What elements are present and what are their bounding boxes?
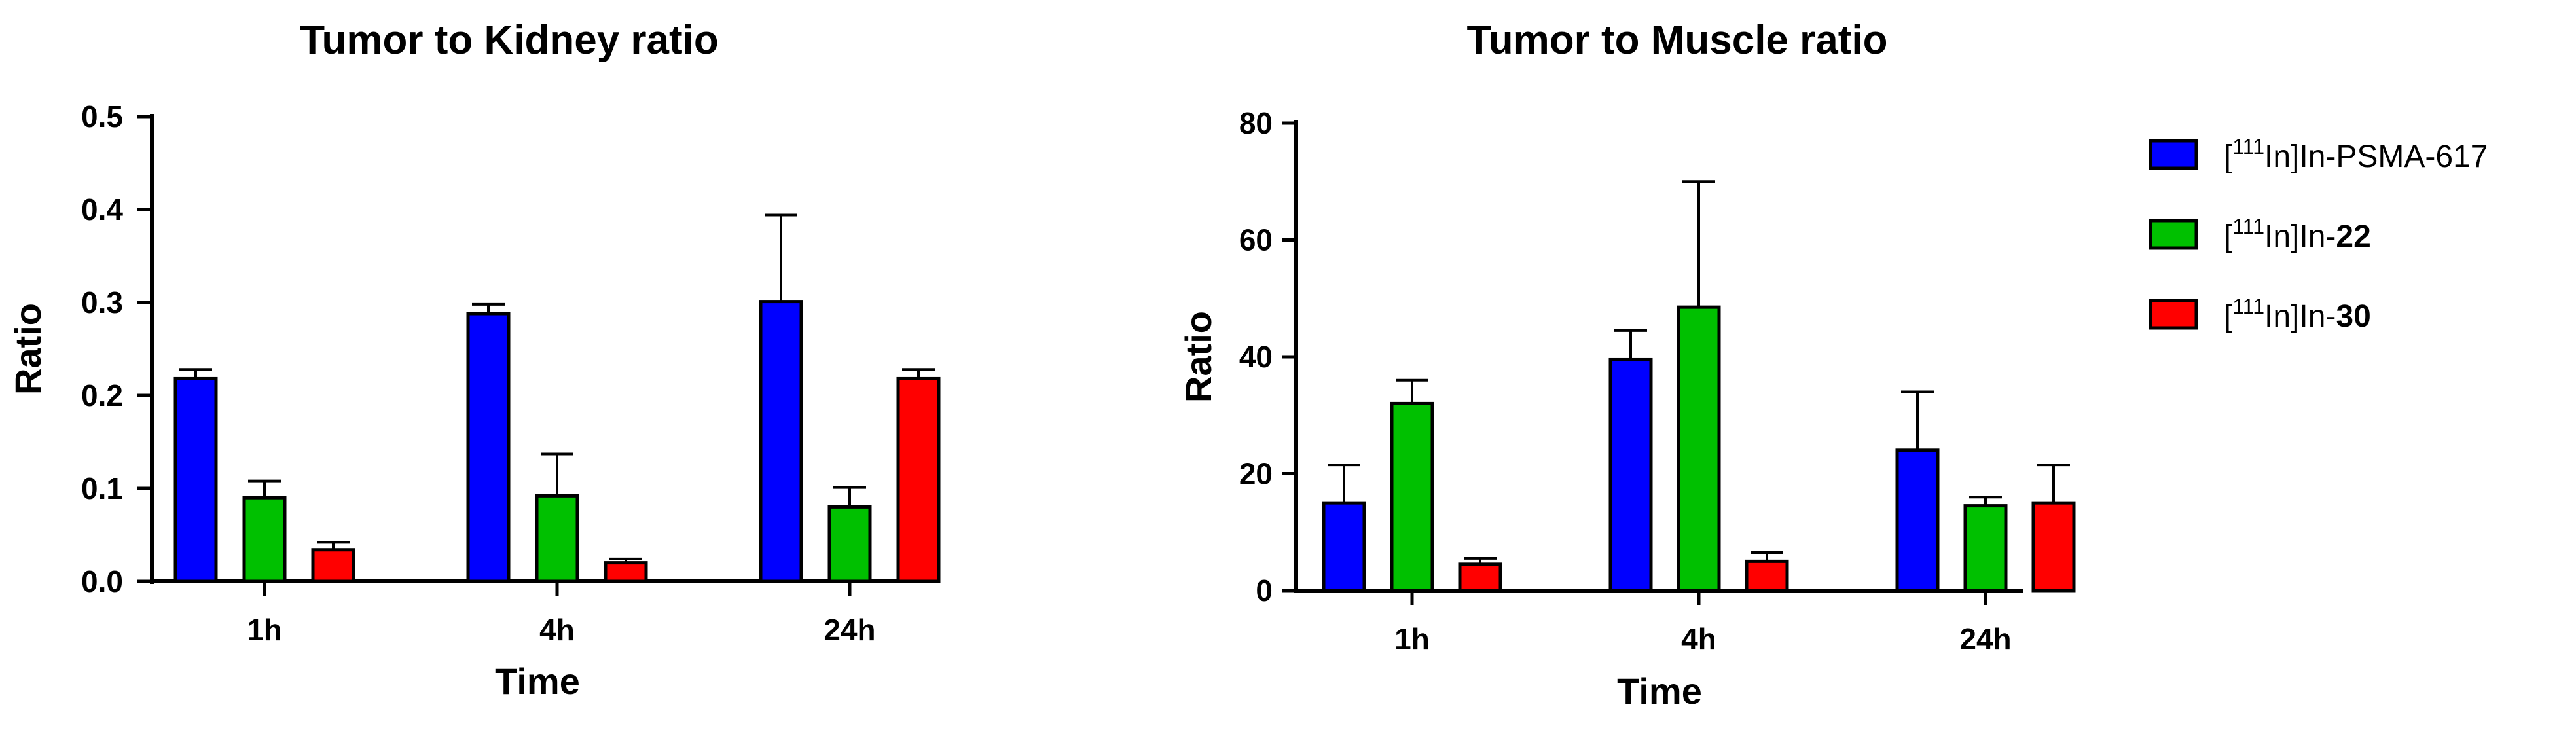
legend-text-sup: 111: [2232, 135, 2264, 158]
chart-title: Tumor to Kidney ratio: [300, 18, 719, 63]
bar-1h-series-1: [173, 376, 218, 583]
y-tick-label: 0.2: [81, 378, 123, 412]
legend-text-pre: [: [2224, 139, 2232, 174]
legend-text-post: In]In-: [2264, 299, 2336, 334]
y-tick-label: 0.4: [81, 192, 123, 227]
legend-item-1: [111In]In-PSMA-617: [2149, 135, 2488, 174]
bar-4h-series-1: [1608, 357, 1653, 593]
bar-24h-series-3: [896, 376, 941, 583]
legend-swatch: [2149, 139, 2198, 170]
bar-1h-series-1: [1322, 501, 1366, 593]
legend-swatch: [2149, 219, 2198, 250]
legend-text-bold: 22: [2336, 219, 2370, 254]
bar-24h-series-1: [1895, 448, 1940, 593]
x-tick-label-4h: 4h: [1681, 622, 1716, 656]
legend-text-bold: PSMA-617: [2336, 139, 2488, 174]
legend-swatch: [2149, 299, 2198, 330]
y-tick-label: 0.0: [81, 564, 123, 598]
chart-title: Tumor to Muscle ratio: [1466, 18, 1887, 63]
legend-text-sup: 111: [2232, 215, 2264, 238]
bar-24h-series-3: [2031, 501, 2076, 593]
bar-1h-series-2: [242, 496, 287, 583]
legend-text-pre: [: [2224, 299, 2232, 334]
bar-1h-series-3: [311, 548, 355, 583]
bar-4h-series-2: [535, 494, 579, 583]
chart-2: Tumor to Muscle ratio Ratio 0 20 40 60 80 1h 4h 2…: [1178, 18, 2076, 712]
y-tick-label: 20: [1239, 457, 1273, 491]
y-axis-label: Ratio: [1178, 311, 1219, 403]
bar-1h-series-2: [1390, 401, 1434, 593]
bar-4h-series-1: [466, 312, 511, 583]
legend-text-sup: 111: [2232, 295, 2264, 318]
y-tick-label: 60: [1239, 223, 1273, 257]
x-tick-label-1h: 1h: [247, 613, 282, 647]
bar-4h-series-3: [1745, 559, 1789, 593]
bar-24h-series-2: [1963, 504, 2008, 593]
x-tick-label-1h: 1h: [1394, 622, 1430, 656]
y-tick-label: 0: [1256, 574, 1273, 608]
bar-24h-series-2: [827, 505, 872, 583]
x-tick-label-4h: 4h: [539, 613, 575, 647]
x-axis-label: Time: [1617, 670, 1702, 712]
x-axis-label: Time: [495, 661, 580, 702]
y-tick-label: 80: [1239, 106, 1273, 140]
legend-text-bold: 30: [2336, 299, 2370, 334]
legend-label: [111In]In-PSMA-617: [2224, 135, 2488, 174]
legend-item-3: [111In]In-30: [2149, 295, 2371, 334]
legend-text-pre: [: [2224, 219, 2232, 254]
legend-text-post: In]In-: [2264, 219, 2336, 254]
bar-1h-series-3: [1458, 562, 1502, 593]
y-tick-label: 0.3: [81, 285, 123, 319]
y-tick-label: 40: [1239, 340, 1273, 374]
y-axis-label: Ratio: [7, 303, 48, 395]
legend-label: [111In]In-22: [2224, 215, 2371, 254]
bar-4h-series-2: [1677, 305, 1721, 593]
x-tick-label-24h: 24h: [1959, 622, 2011, 656]
legend: [111In]In-PSMA-617[111In]In-22[111In]In-…: [2149, 135, 2488, 334]
x-tick-label-24h: 24h: [824, 613, 875, 647]
y-tick-label: 0.1: [81, 471, 123, 505]
bar-4h-series-3: [604, 561, 648, 583]
legend-label: [111In]In-30: [2224, 295, 2371, 334]
chart-1: Tumor to Kidney ratio Ratio 0.0 0.1 0.2 0.3 0.…: [7, 18, 941, 702]
y-tick-label: 0.5: [81, 100, 123, 134]
legend-item-2: [111In]In-22: [2149, 215, 2371, 254]
legend-text-post: In]In-: [2264, 139, 2336, 174]
bar-24h-series-1: [759, 300, 803, 583]
